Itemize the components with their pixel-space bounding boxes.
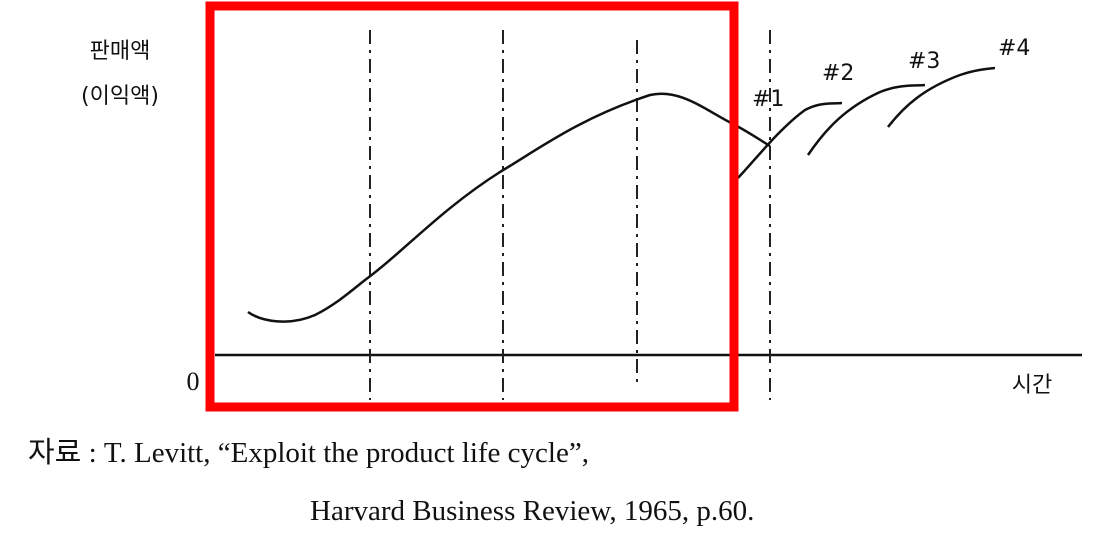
y-axis-label: 판매액 <box>90 39 151 64</box>
curve-label: #3 <box>908 49 940 74</box>
extension-curve <box>806 83 926 156</box>
curve-label: #2 <box>822 61 854 86</box>
origin-label: 0 <box>187 367 200 396</box>
life-cycle-curve <box>247 92 771 323</box>
y-axis-label: (이익액) <box>81 84 159 109</box>
highlight-box <box>205 1 739 412</box>
curve-label: #1 <box>752 87 784 112</box>
source-line: Harvard Business Review, 1965, p.60. <box>310 495 754 527</box>
extension-curve <box>887 66 996 128</box>
extension-curve <box>737 101 843 179</box>
source-line: 자료 : T. Levitt, “Exploit the product lif… <box>28 437 589 469</box>
curve-label: #4 <box>998 36 1030 61</box>
x-axis-label: 시간 <box>1012 373 1052 398</box>
